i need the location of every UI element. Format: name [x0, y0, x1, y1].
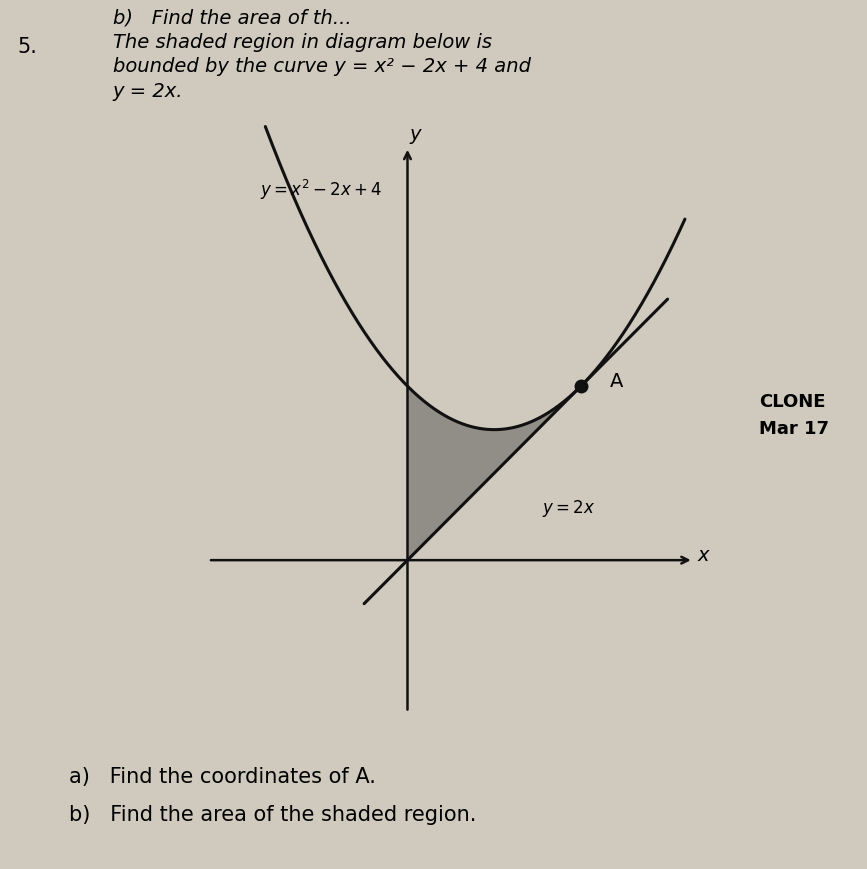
Text: The shaded region in diagram below is: The shaded region in diagram below is	[113, 33, 492, 52]
Text: bounded by the curve y = x² − 2x + 4 and: bounded by the curve y = x² − 2x + 4 and	[113, 57, 531, 76]
Text: 5.: 5.	[17, 36, 37, 56]
Text: $y = 2x$: $y = 2x$	[542, 498, 595, 519]
Text: a)   Find the coordinates of A.: a) Find the coordinates of A.	[69, 766, 376, 786]
Text: y = 2x.: y = 2x.	[113, 82, 183, 101]
Text: b)   Find the area of th...: b) Find the area of th...	[113, 9, 351, 28]
Text: CLONE: CLONE	[759, 393, 825, 411]
Text: Mar 17: Mar 17	[759, 420, 829, 438]
Polygon shape	[407, 387, 581, 561]
Text: A: A	[610, 371, 623, 390]
Text: x: x	[698, 545, 709, 564]
Text: b)   Find the area of the shaded region.: b) Find the area of the shaded region.	[69, 804, 477, 824]
Text: y: y	[409, 124, 421, 143]
Text: $y = x^2 - 2x + 4$: $y = x^2 - 2x + 4$	[260, 178, 382, 202]
